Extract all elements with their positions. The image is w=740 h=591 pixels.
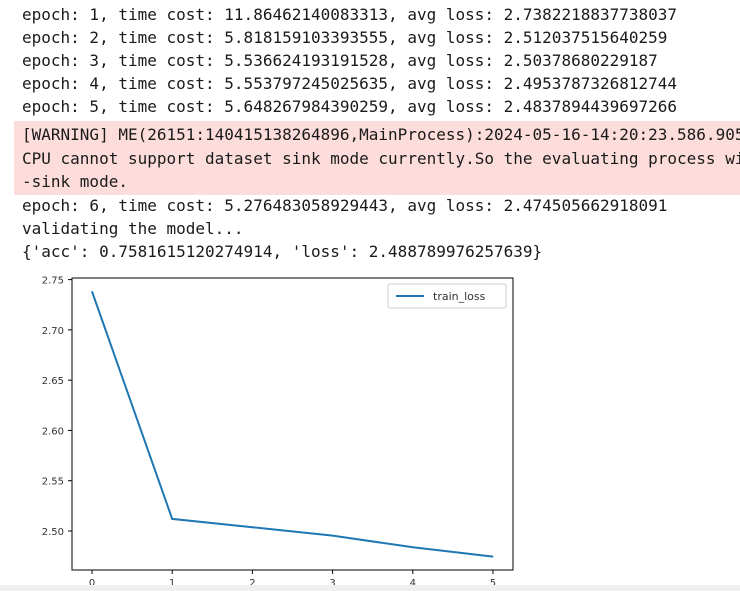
- y-tick-label: 2.55: [42, 477, 64, 488]
- series-points: [91, 290, 494, 558]
- loss-chart: 2.75 2.70 2.65 2.60 2.55 2.50 0 1 2 3 4 5 train_los…: [0, 268, 740, 591]
- legend: train_loss: [387, 283, 507, 309]
- validating-line: validating the model...: [22, 219, 244, 238]
- legend-label: train_loss: [433, 290, 486, 303]
- y-tick-label: 2.50: [42, 527, 64, 538]
- epoch-line-4: epoch: 4, time cost: 5.553797245025635, …: [22, 74, 678, 93]
- warning-box: [WARNING] ME(26151:140415138264896,MainP…: [14, 121, 740, 195]
- loss-chart-svg: 2.75 2.70 2.65 2.60 2.55 2.50 0 1 2 3 4 5 train_los…: [42, 276, 514, 589]
- legend-box: [387, 283, 507, 309]
- plot-frame: [71, 277, 514, 571]
- x-tick-label: 3: [329, 578, 335, 589]
- data-point: [251, 526, 253, 528]
- warning-line-1: [WARNING] ME(26151:140415138264896,MainP…: [22, 125, 740, 144]
- data-point: [171, 518, 173, 520]
- x-tick-label: 4: [410, 578, 416, 589]
- epoch-line-5: epoch: 5, time cost: 5.648267984390259, …: [22, 97, 678, 116]
- y-tick-label: 2.65: [42, 376, 64, 387]
- bottom-scroll-area: [0, 585, 740, 591]
- data-point: [412, 546, 414, 548]
- warning-line-3: -sink mode.: [22, 172, 128, 191]
- axis-ticks: 2.75 2.70 2.65 2.60 2.55 2.50 0 1 2 3 4 5: [42, 276, 496, 589]
- epoch-line-2: epoch: 2, time cost: 5.818159103393555, …: [22, 28, 668, 47]
- x-tick-label: 1: [169, 578, 175, 589]
- x-tick-label: 0: [89, 578, 95, 589]
- y-tick-label: 2.75: [42, 276, 64, 287]
- epoch-line-1: epoch: 1, time cost: 11.86462140083313, …: [22, 5, 678, 24]
- y-tick-label: 2.70: [42, 326, 64, 337]
- data-point: [492, 556, 494, 558]
- x-tick-label: 5: [490, 578, 496, 589]
- y-tick-label: 2.60: [42, 426, 64, 437]
- warning-line-2: CPU cannot support dataset sink mode cur…: [22, 149, 740, 168]
- metrics-line: {'acc': 0.7581615120274914, 'loss': 2.48…: [22, 242, 543, 261]
- epoch-line-6: epoch: 6, time cost: 5.276483058929443, …: [22, 196, 668, 215]
- series-line-train-loss: [91, 291, 494, 558]
- epoch-line-3: epoch: 3, time cost: 5.536624193191528, …: [22, 51, 658, 70]
- data-point: [91, 290, 93, 292]
- data-point: [332, 535, 334, 537]
- x-tick-label: 2: [249, 578, 255, 589]
